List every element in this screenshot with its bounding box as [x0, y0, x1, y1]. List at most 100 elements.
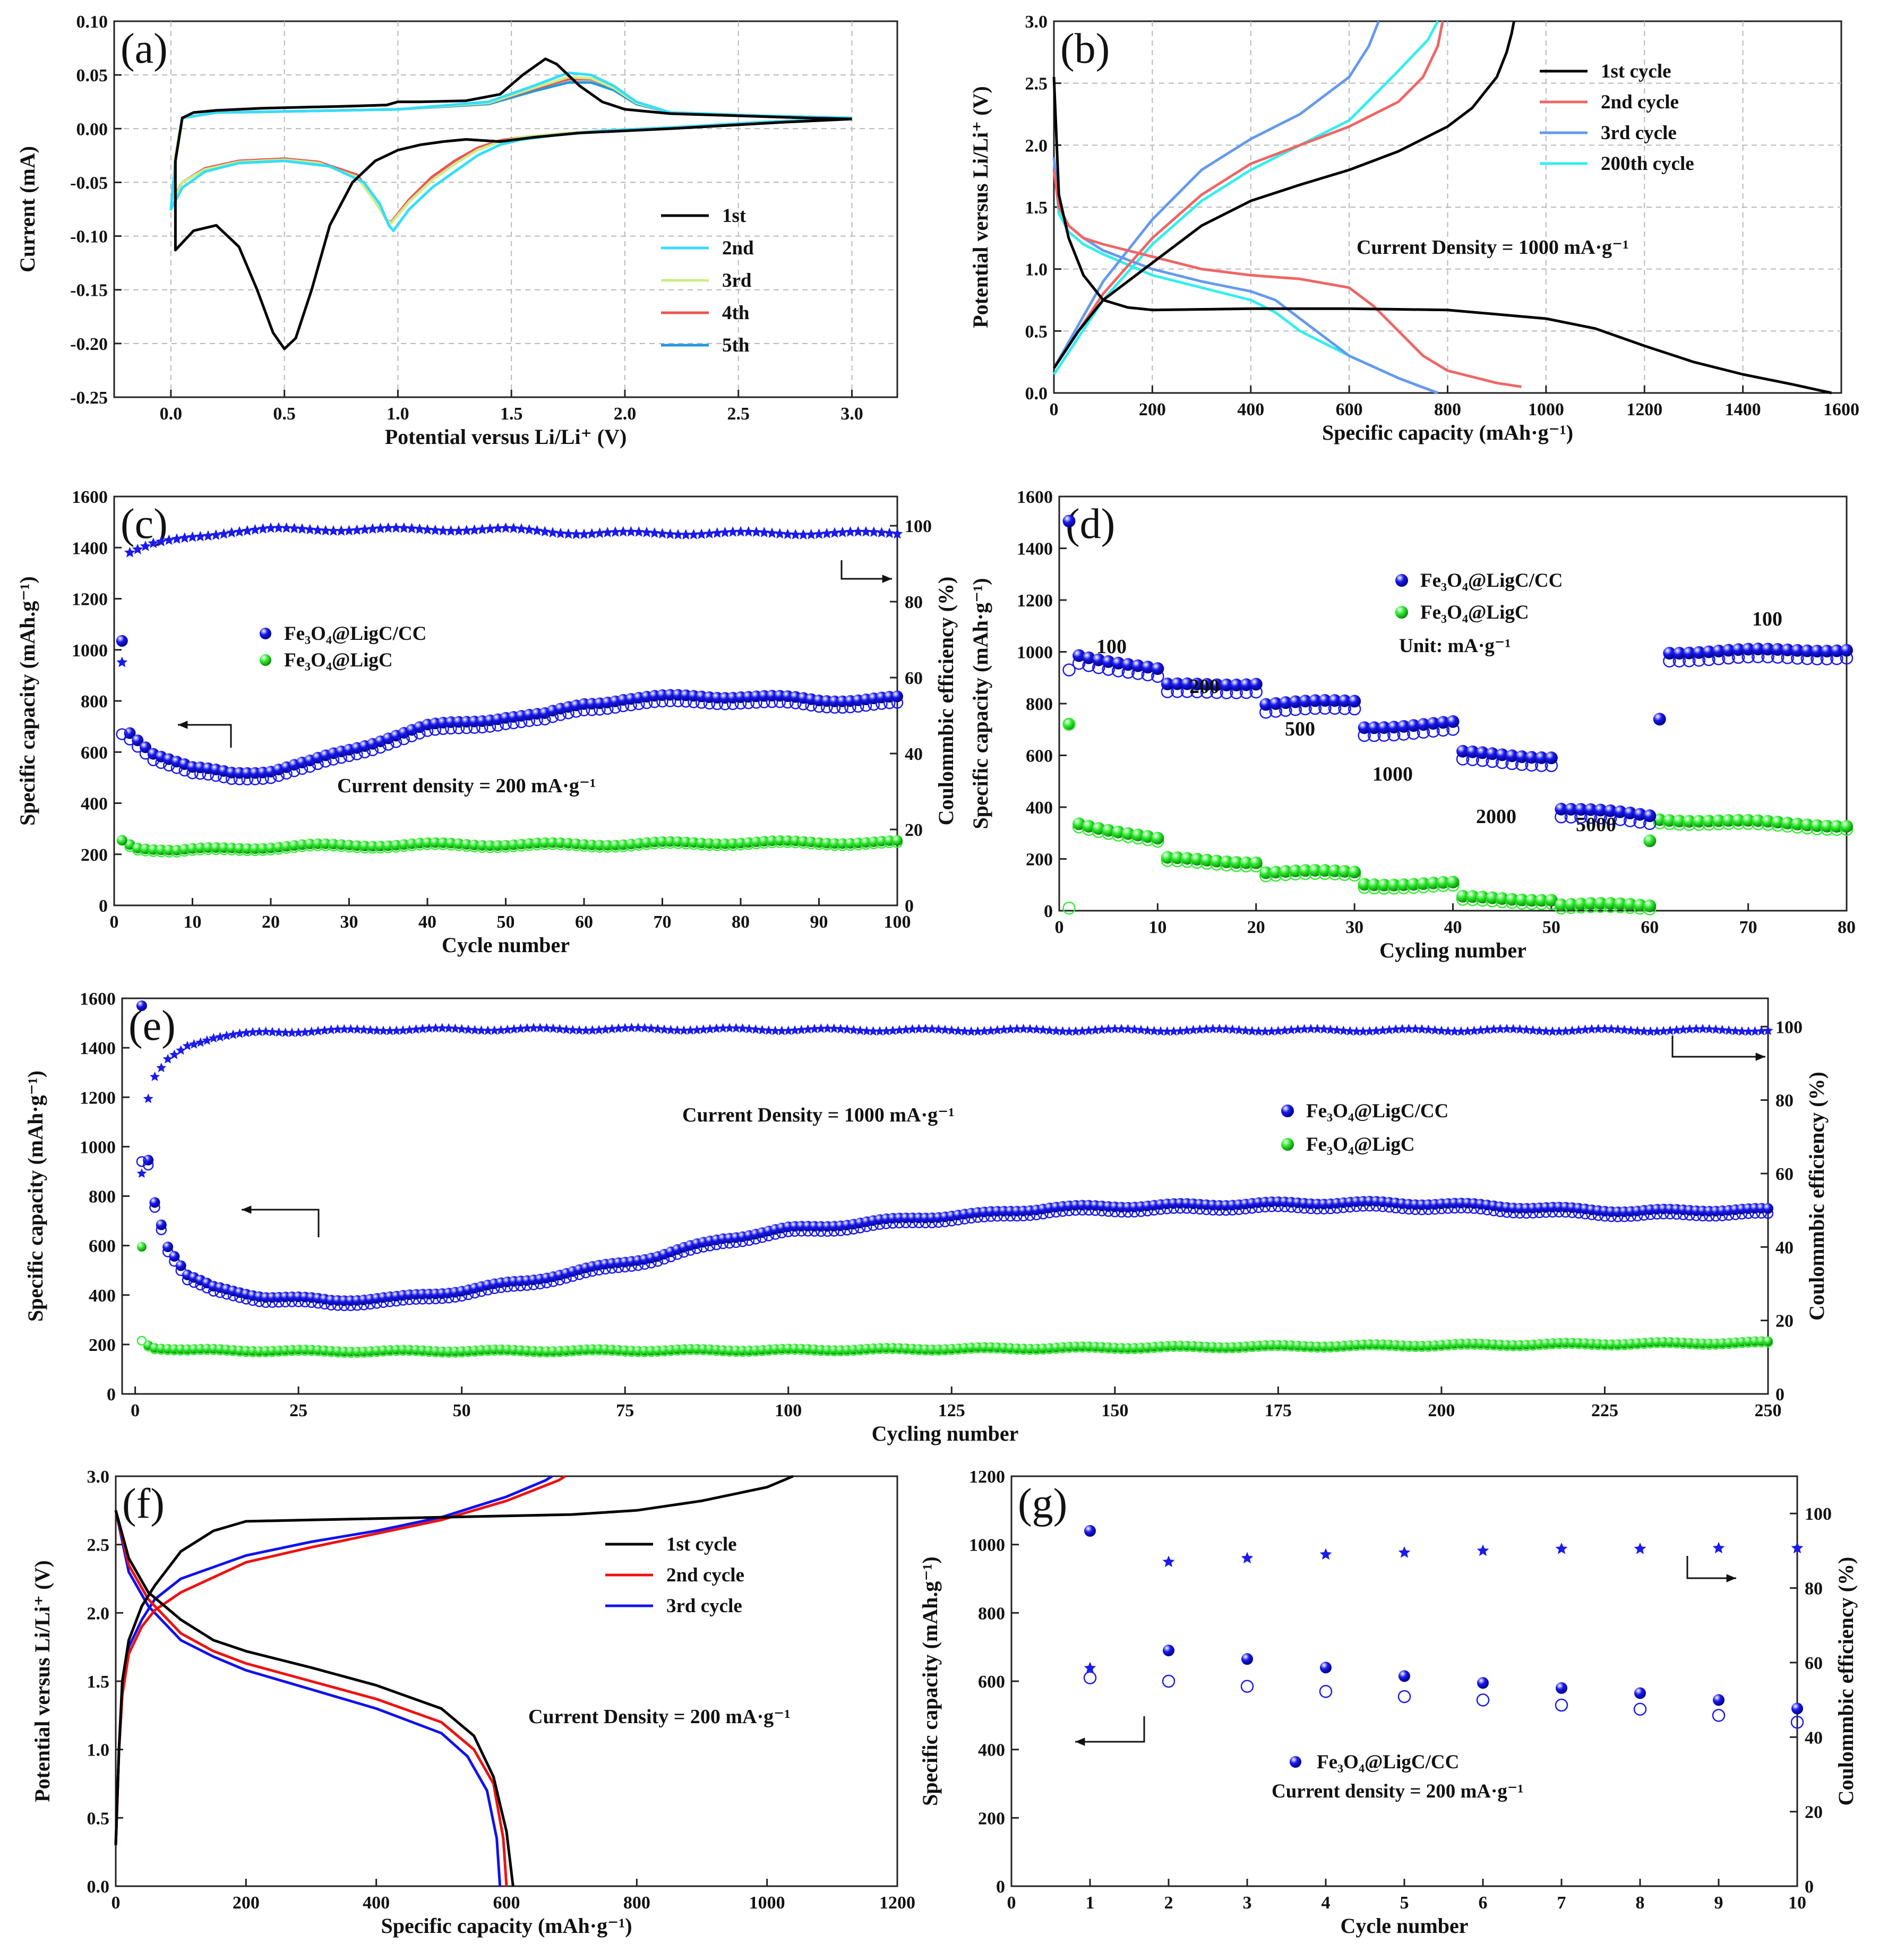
cc-charge-point — [1200, 678, 1214, 691]
efficiency-axis-arrow — [1671, 1035, 1765, 1058]
cc-ce-point — [868, 526, 880, 537]
x-tick-label: 100 — [884, 912, 911, 932]
ligc-charge-point — [1308, 863, 1322, 877]
cc-ce-point — [1502, 1023, 1512, 1033]
cc-ce-point — [320, 525, 331, 536]
cc-ce-point — [610, 526, 621, 537]
x-tick-label: 5 — [1400, 1893, 1409, 1913]
cc-ce-point — [1469, 1025, 1479, 1035]
ligc-charge-point — [1555, 898, 1568, 912]
x-tick-label: 10 — [184, 912, 202, 932]
cc-ce-point — [398, 522, 410, 533]
cc-ce-point — [1306, 1023, 1316, 1033]
y-tick-label: 1400 — [72, 538, 108, 558]
cc-charge-point — [1082, 651, 1095, 664]
cc-ce-point — [1280, 1025, 1290, 1035]
y-tick-label: 1600 — [80, 989, 116, 1009]
cv-curve-4th — [171, 78, 852, 224]
cc-ce-point — [617, 526, 629, 537]
charge-curve-1st-cycle — [1052, 21, 1516, 369]
current-density-annotation: Current Density = 200 mA·g⁻¹ — [528, 1706, 791, 1728]
y-tick-label: 600 — [81, 743, 108, 763]
x-tick-label: 4 — [1322, 1893, 1331, 1913]
cc-charge-point — [1683, 646, 1696, 660]
cc-ce-point — [1096, 1024, 1107, 1034]
cc-ce-point — [437, 525, 449, 536]
y-tick-label: 200 — [81, 845, 108, 865]
cc-ce-point — [1064, 1026, 1075, 1036]
cc-ce-point — [391, 1025, 402, 1035]
ligc-charge-point — [1741, 814, 1755, 827]
cc-ce-point — [1338, 1025, 1349, 1035]
x-tick-label: 30 — [340, 912, 358, 932]
cc-ce-point — [751, 526, 762, 537]
ligc-discharge-point — [1062, 901, 1076, 915]
cc-ce-point — [257, 523, 269, 534]
ligc-charge-point — [1269, 866, 1282, 879]
x-tick-label: 400 — [363, 1893, 390, 1913]
y-tick-label: 1200 — [72, 590, 108, 610]
panel-label: (a) — [121, 25, 168, 72]
cc-charge-point — [1781, 643, 1794, 656]
y-tick-label: 600 — [978, 1672, 1005, 1692]
cc-ce-point — [852, 526, 864, 537]
legend-2nd-cycle-label: 2nd cycle — [1601, 91, 1679, 113]
ligc-discharge-point — [136, 1336, 147, 1346]
cc-charge-point — [1417, 718, 1430, 731]
cc-ce-point — [1763, 1025, 1773, 1035]
cc-charge-point — [1102, 655, 1115, 668]
ligc-charge-point — [1299, 864, 1312, 877]
x-tick-label: 1600 — [1823, 400, 1859, 420]
cc-ce-point — [531, 525, 543, 536]
ligc-charge-point — [1800, 818, 1814, 832]
cc-charge-point — [1672, 647, 1686, 660]
ligc-charge-point — [1151, 832, 1164, 845]
y-axis-title: Specific capacity (mAh·g⁻¹) — [23, 1071, 47, 1322]
cc-ce-point — [881, 1025, 891, 1035]
cc-charge-point — [1368, 721, 1381, 734]
cc-ce-point — [861, 1025, 872, 1035]
cc-ce-point — [1005, 1024, 1016, 1034]
y-tick-label: -0.25 — [70, 388, 108, 408]
cc-ce-point — [1555, 1542, 1568, 1554]
ligc-outlier-point — [1643, 834, 1657, 848]
ligc-charge-point — [1505, 893, 1518, 906]
cc-ce-point — [162, 1054, 173, 1064]
cc-charge-point — [1800, 644, 1814, 657]
cc-ce-point — [1391, 1024, 1401, 1034]
cc-charge-point — [1741, 643, 1755, 656]
cc-charge-point — [1830, 644, 1843, 657]
cc-ce-point — [659, 1024, 670, 1034]
cc-ce-point — [202, 1035, 212, 1045]
cc-ce-point — [805, 528, 817, 540]
cc-charge-point — [1092, 653, 1105, 666]
cc-charge-point — [1180, 677, 1194, 690]
cc-charge-point — [1320, 1662, 1332, 1674]
cc-charge-point — [132, 734, 144, 747]
cc-ce-point — [894, 1025, 905, 1035]
cc-ce-point — [1142, 1025, 1153, 1035]
ligc-charge-point — [1653, 813, 1666, 826]
plot-frame-d — [1058, 495, 1848, 912]
ligc-charge-point — [1417, 877, 1430, 891]
current-density-annotation: Current density = 200 mA·g⁻¹ — [337, 775, 596, 797]
cc-charge-point — [1505, 749, 1518, 763]
y-tick-label: 1200 — [969, 1467, 1005, 1487]
cc-ce-point — [1665, 1025, 1675, 1035]
legend-ligc-label: Fe₃O₄@LigC — [1306, 1134, 1415, 1156]
cc-ce-point — [1312, 1023, 1323, 1033]
ligc-charge-point — [1200, 853, 1214, 867]
cc-ce-point — [1712, 1542, 1725, 1554]
cc-ce-point — [156, 1063, 167, 1073]
x-tick-label: 40 — [418, 912, 436, 932]
cc-ce-point — [1070, 1026, 1081, 1036]
x-tick-label: 60 — [575, 912, 593, 932]
legend-3rd-cycle-label: 3rd cycle — [1601, 122, 1677, 144]
cc-ce-point — [293, 1027, 304, 1037]
ligc-charge-point — [1446, 876, 1460, 889]
legend-ligc-label: Fe₃O₄@LigC — [1420, 602, 1529, 623]
x-tick-label: 70 — [654, 912, 672, 932]
rate-label: 500 — [1285, 718, 1315, 740]
cc-ce-point — [803, 1024, 813, 1034]
cc-charge-point — [1161, 677, 1174, 690]
